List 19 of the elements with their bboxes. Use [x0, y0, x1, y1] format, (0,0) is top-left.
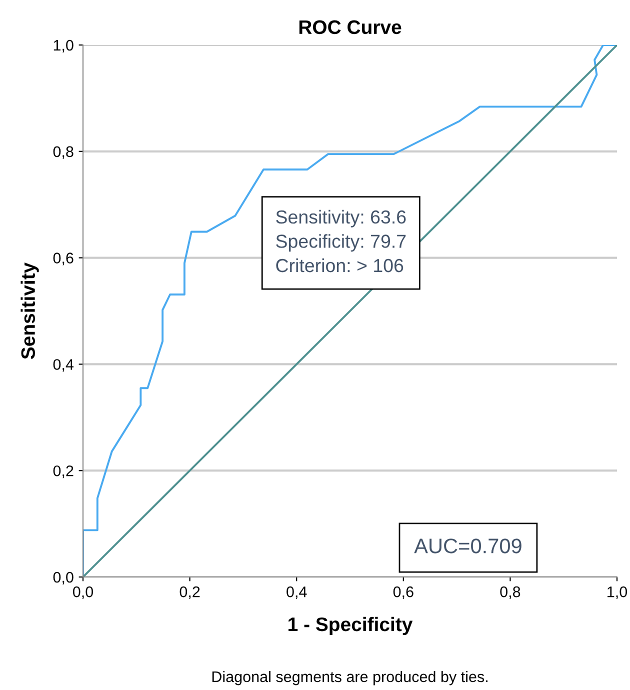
- y-tick-label: 0,6: [53, 252, 74, 266]
- x-tick-label: 0,2: [180, 586, 200, 600]
- x-tick-label: 1,0: [608, 586, 628, 600]
- annotation: AUC=0.709: [414, 538, 522, 554]
- x-tick-label: 0,6: [393, 586, 414, 600]
- y-axis-title: Sensitivity: [20, 262, 39, 360]
- line-series: [83, 45, 617, 577]
- y-tick-label: 1,0: [54, 40, 74, 52]
- x-tick-label: 0,8: [500, 586, 520, 600]
- y-tick-label: 0,8: [53, 146, 74, 159]
- y-tick-label: 0,2: [53, 465, 74, 478]
- y-tick-label: 0,4: [53, 359, 74, 372]
- annotation: Sensitivity: 63.6 Specificity: 79.7 Criterion: > 106: [276, 210, 406, 272]
- x-axis-title: 1 - Specificity: [288, 616, 413, 636]
- text: Diagonal segments are produced by ties.: [212, 670, 488, 686]
- y-tick-label: 0,0: [53, 572, 74, 584]
- chart-title: ROC Curve: [299, 20, 402, 34]
- x-tick-label: 0,4: [286, 586, 307, 600]
- x-tick-label: 0,0: [72, 586, 94, 600]
